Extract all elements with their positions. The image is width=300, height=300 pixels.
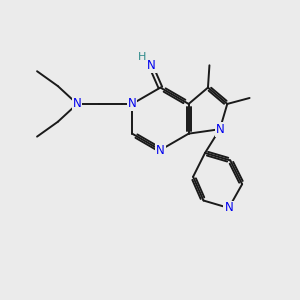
Text: N: N [147, 59, 156, 72]
Text: N: N [215, 123, 224, 136]
Text: N: N [224, 202, 233, 214]
Text: N: N [128, 98, 136, 110]
Text: N: N [73, 98, 82, 110]
Text: N: N [156, 143, 165, 157]
Text: H: H [137, 52, 146, 62]
